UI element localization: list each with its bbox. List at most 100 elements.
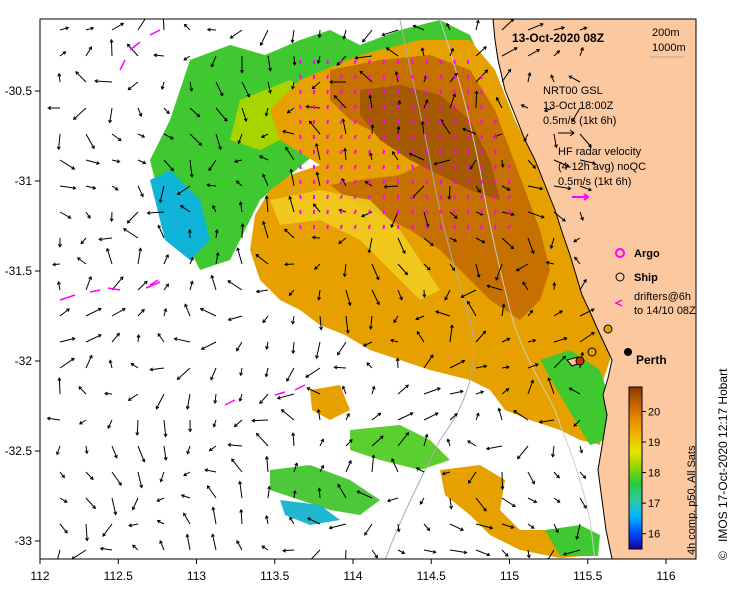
current-vector-head: [484, 69, 489, 74]
current-vector-head: [376, 301, 380, 306]
current-vector-head: [538, 419, 543, 424]
radar-vector: [353, 209, 357, 215]
current-vector: [284, 228, 295, 239]
current-vector-head: [390, 338, 395, 343]
radar-vector: [299, 59, 302, 65]
current-vector-head: [159, 478, 164, 483]
colorbar: [628, 386, 643, 550]
ship-marker[interactable]: [575, 356, 585, 366]
radar-vector: [382, 119, 385, 125]
radar-vector: [353, 74, 357, 80]
drifter-legend-line1: drifters@6h: [634, 291, 691, 303]
current-vector-head: [179, 205, 184, 209]
radar-vector: [382, 134, 385, 140]
current-vector-head: [306, 517, 311, 521]
current-vector-head: [551, 453, 555, 458]
current-vector: [102, 523, 113, 537]
radar-vector: [425, 89, 429, 95]
ship-marker[interactable]: [587, 347, 597, 357]
current-vector-head: [235, 180, 240, 185]
current-vector: [184, 24, 191, 31]
current-vector: [475, 365, 487, 369]
current-vector: [461, 289, 477, 298]
current-vector-head: [513, 47, 518, 51]
current-vector: [267, 486, 270, 499]
radar-vector: [411, 134, 415, 140]
current-vector-head: [290, 39, 295, 44]
current-vector: [447, 439, 451, 447]
current-vector: [553, 523, 559, 533]
current-vector: [444, 289, 451, 301]
depth-legend-1000m: 1000m: [652, 42, 686, 54]
ship-marker[interactable]: [603, 324, 613, 334]
current-vector: [183, 513, 191, 525]
radar-vector: [339, 104, 343, 110]
current-vector-head: [107, 425, 111, 429]
current-vector: [449, 211, 458, 219]
current-vector: [501, 338, 510, 343]
current-vector-head: [381, 32, 386, 37]
current-vector-head: [412, 24, 417, 29]
current-vector: [317, 409, 321, 421]
current-vector-head: [47, 106, 52, 111]
current-vector: [434, 159, 451, 165]
current-vector-head: [317, 296, 321, 301]
current-vector-head: [109, 38, 114, 43]
current-vector: [411, 185, 425, 199]
current-vector: [314, 263, 321, 270]
current-vector-head: [276, 395, 281, 400]
current-vector: [289, 517, 295, 525]
current-vector-head: [140, 193, 144, 198]
current-vector: [393, 315, 399, 323]
current-vector-head: [55, 451, 60, 456]
radar-vector: [353, 224, 357, 230]
x-tick-label: 114.5: [417, 569, 446, 583]
current-vector: [260, 29, 269, 46]
current-vector: [59, 51, 66, 57]
current-vector-head: [89, 476, 94, 481]
current-vector-head: [246, 93, 251, 98]
current-vector: [281, 409, 295, 421]
radar-vector: [453, 74, 456, 80]
y-tick-label: -31.5: [5, 264, 33, 278]
current-vector: [261, 545, 269, 551]
current-vector-head: [187, 229, 192, 233]
radar-vector: [411, 149, 415, 155]
current-vector-head: [63, 499, 68, 503]
current-vector: [475, 46, 487, 57]
current-vector-head: [94, 79, 99, 84]
current-vector: [189, 281, 193, 291]
current-vector-head: [583, 278, 587, 283]
current-vector-head: [426, 266, 431, 271]
current-vector-head: [141, 308, 145, 313]
x-tick-label: 114: [343, 569, 362, 583]
current-vector-head: [85, 537, 89, 542]
radar-vector: [453, 194, 456, 200]
current-vector: [333, 95, 347, 109]
current-vector: [127, 43, 139, 57]
current-vector: [111, 471, 122, 486]
current-vector: [397, 432, 409, 447]
current-vector-head: [529, 309, 534, 314]
current-vector: [371, 289, 380, 305]
current-vector-head: [66, 308, 70, 312]
current-vector-head: [173, 337, 178, 341]
perth-marker[interactable]: [624, 348, 632, 356]
radar-vector: [411, 164, 415, 170]
radar-vector: [326, 119, 329, 125]
current-vector-head: [118, 482, 122, 486]
colorbar-tick-label: 17: [648, 498, 660, 510]
current-vector: [423, 99, 428, 109]
current-vector-head: [386, 498, 391, 503]
current-vector: [177, 367, 191, 380]
current-vector-head: [145, 16, 148, 19]
current-vector: [160, 471, 165, 482]
current-vector-head: [346, 412, 350, 417]
current-vector: [85, 27, 94, 31]
current-vector: [266, 456, 269, 473]
current-vector: [579, 133, 592, 148]
radar-scale: 0.5m/s (1kt 6h): [558, 176, 631, 188]
radar-vector: [453, 149, 456, 155]
current-vector-head: [57, 72, 62, 77]
